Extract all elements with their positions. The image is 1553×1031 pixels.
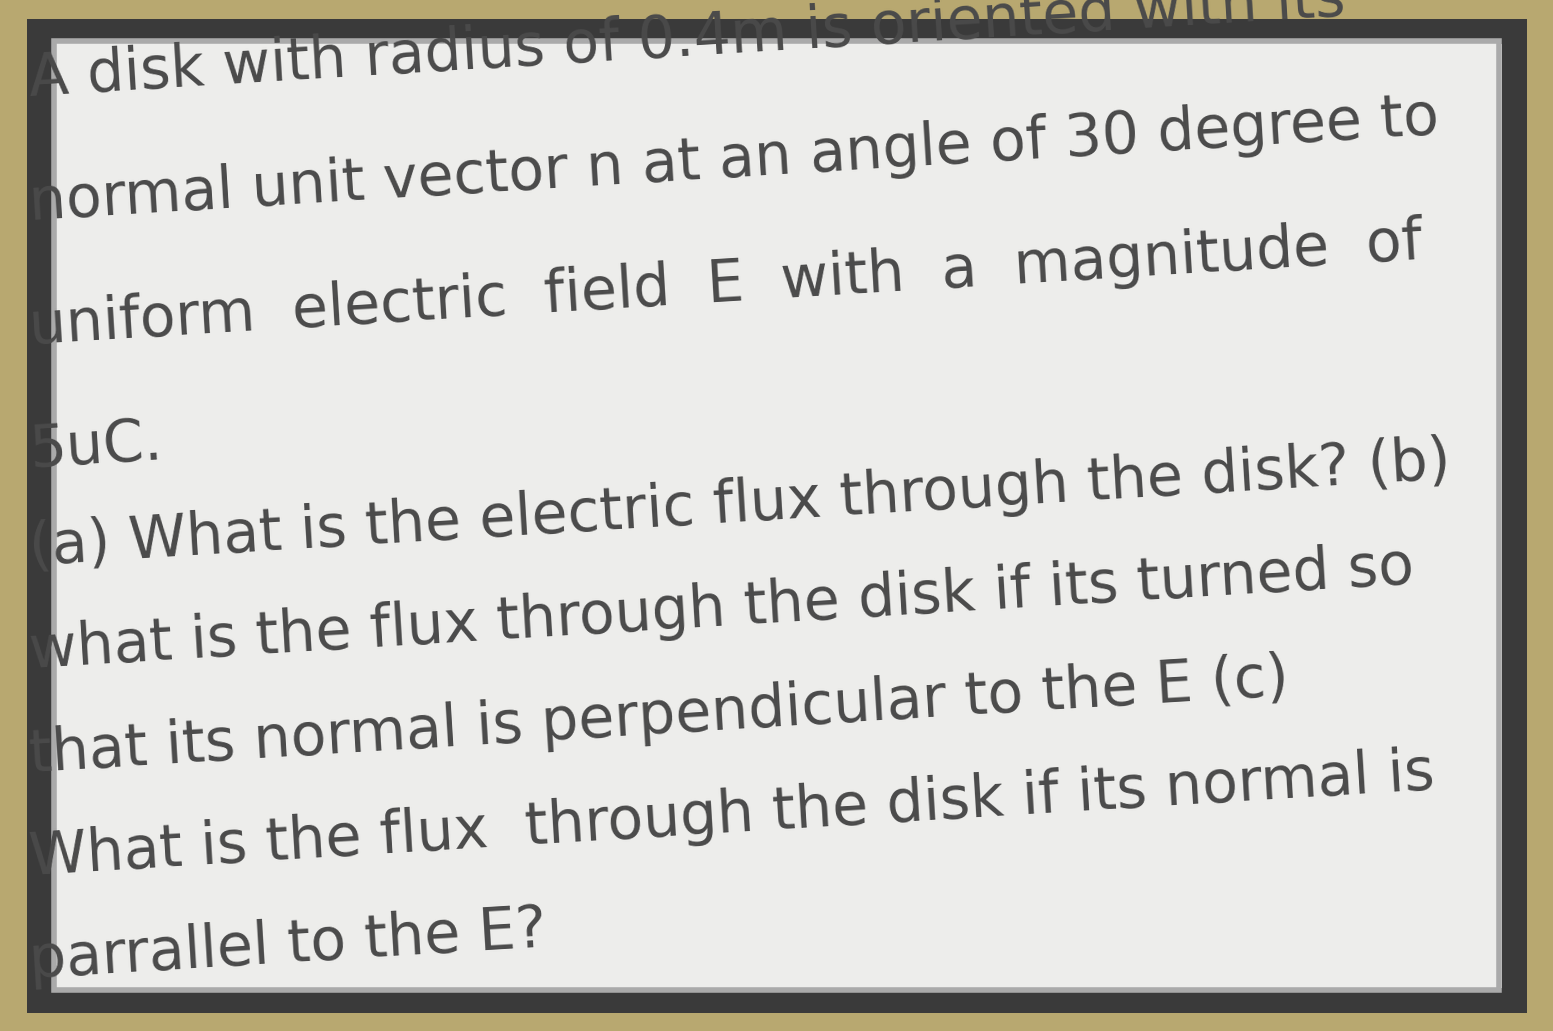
Text: parrallel to the E?: parrallel to the E? bbox=[28, 901, 548, 990]
FancyBboxPatch shape bbox=[39, 31, 1514, 1000]
FancyBboxPatch shape bbox=[54, 41, 1499, 990]
Text: A disk with radius of 0.4m is oriented with its: A disk with radius of 0.4m is oriented w… bbox=[28, 0, 1348, 108]
Text: normal unit vector n at an angle of 30 degree to: normal unit vector n at an angle of 30 d… bbox=[28, 89, 1441, 232]
Text: 5uC.: 5uC. bbox=[28, 414, 165, 479]
Text: that its normal is perpendicular to the E (c): that its normal is perpendicular to the … bbox=[28, 650, 1291, 784]
Text: What is the flux  through the disk if its normal is: What is the flux through the disk if its… bbox=[28, 743, 1437, 887]
Text: what is the flux through the disk if its turned so: what is the flux through the disk if its… bbox=[28, 539, 1416, 680]
Text: uniform  electric  field  E  with  a  magnitude  of: uniform electric field E with a magnitud… bbox=[28, 213, 1424, 356]
Text: (a) What is the electric flux through the disk? (b): (a) What is the electric flux through th… bbox=[28, 434, 1452, 577]
